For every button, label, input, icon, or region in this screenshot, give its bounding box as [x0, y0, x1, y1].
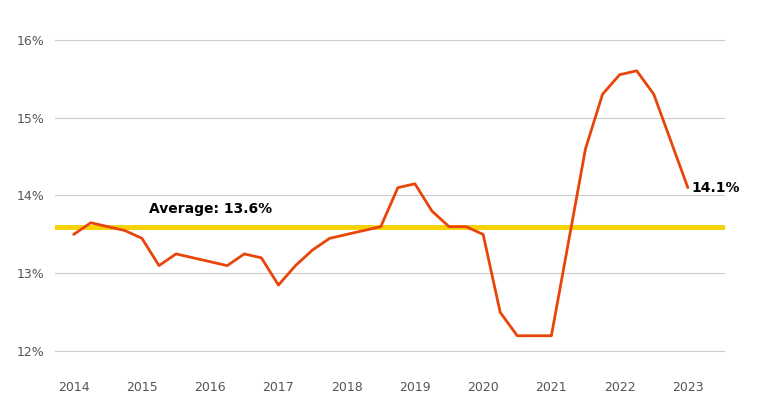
- Text: Average: 13.6%: Average: 13.6%: [149, 202, 272, 216]
- Text: 14.1%: 14.1%: [691, 181, 739, 195]
